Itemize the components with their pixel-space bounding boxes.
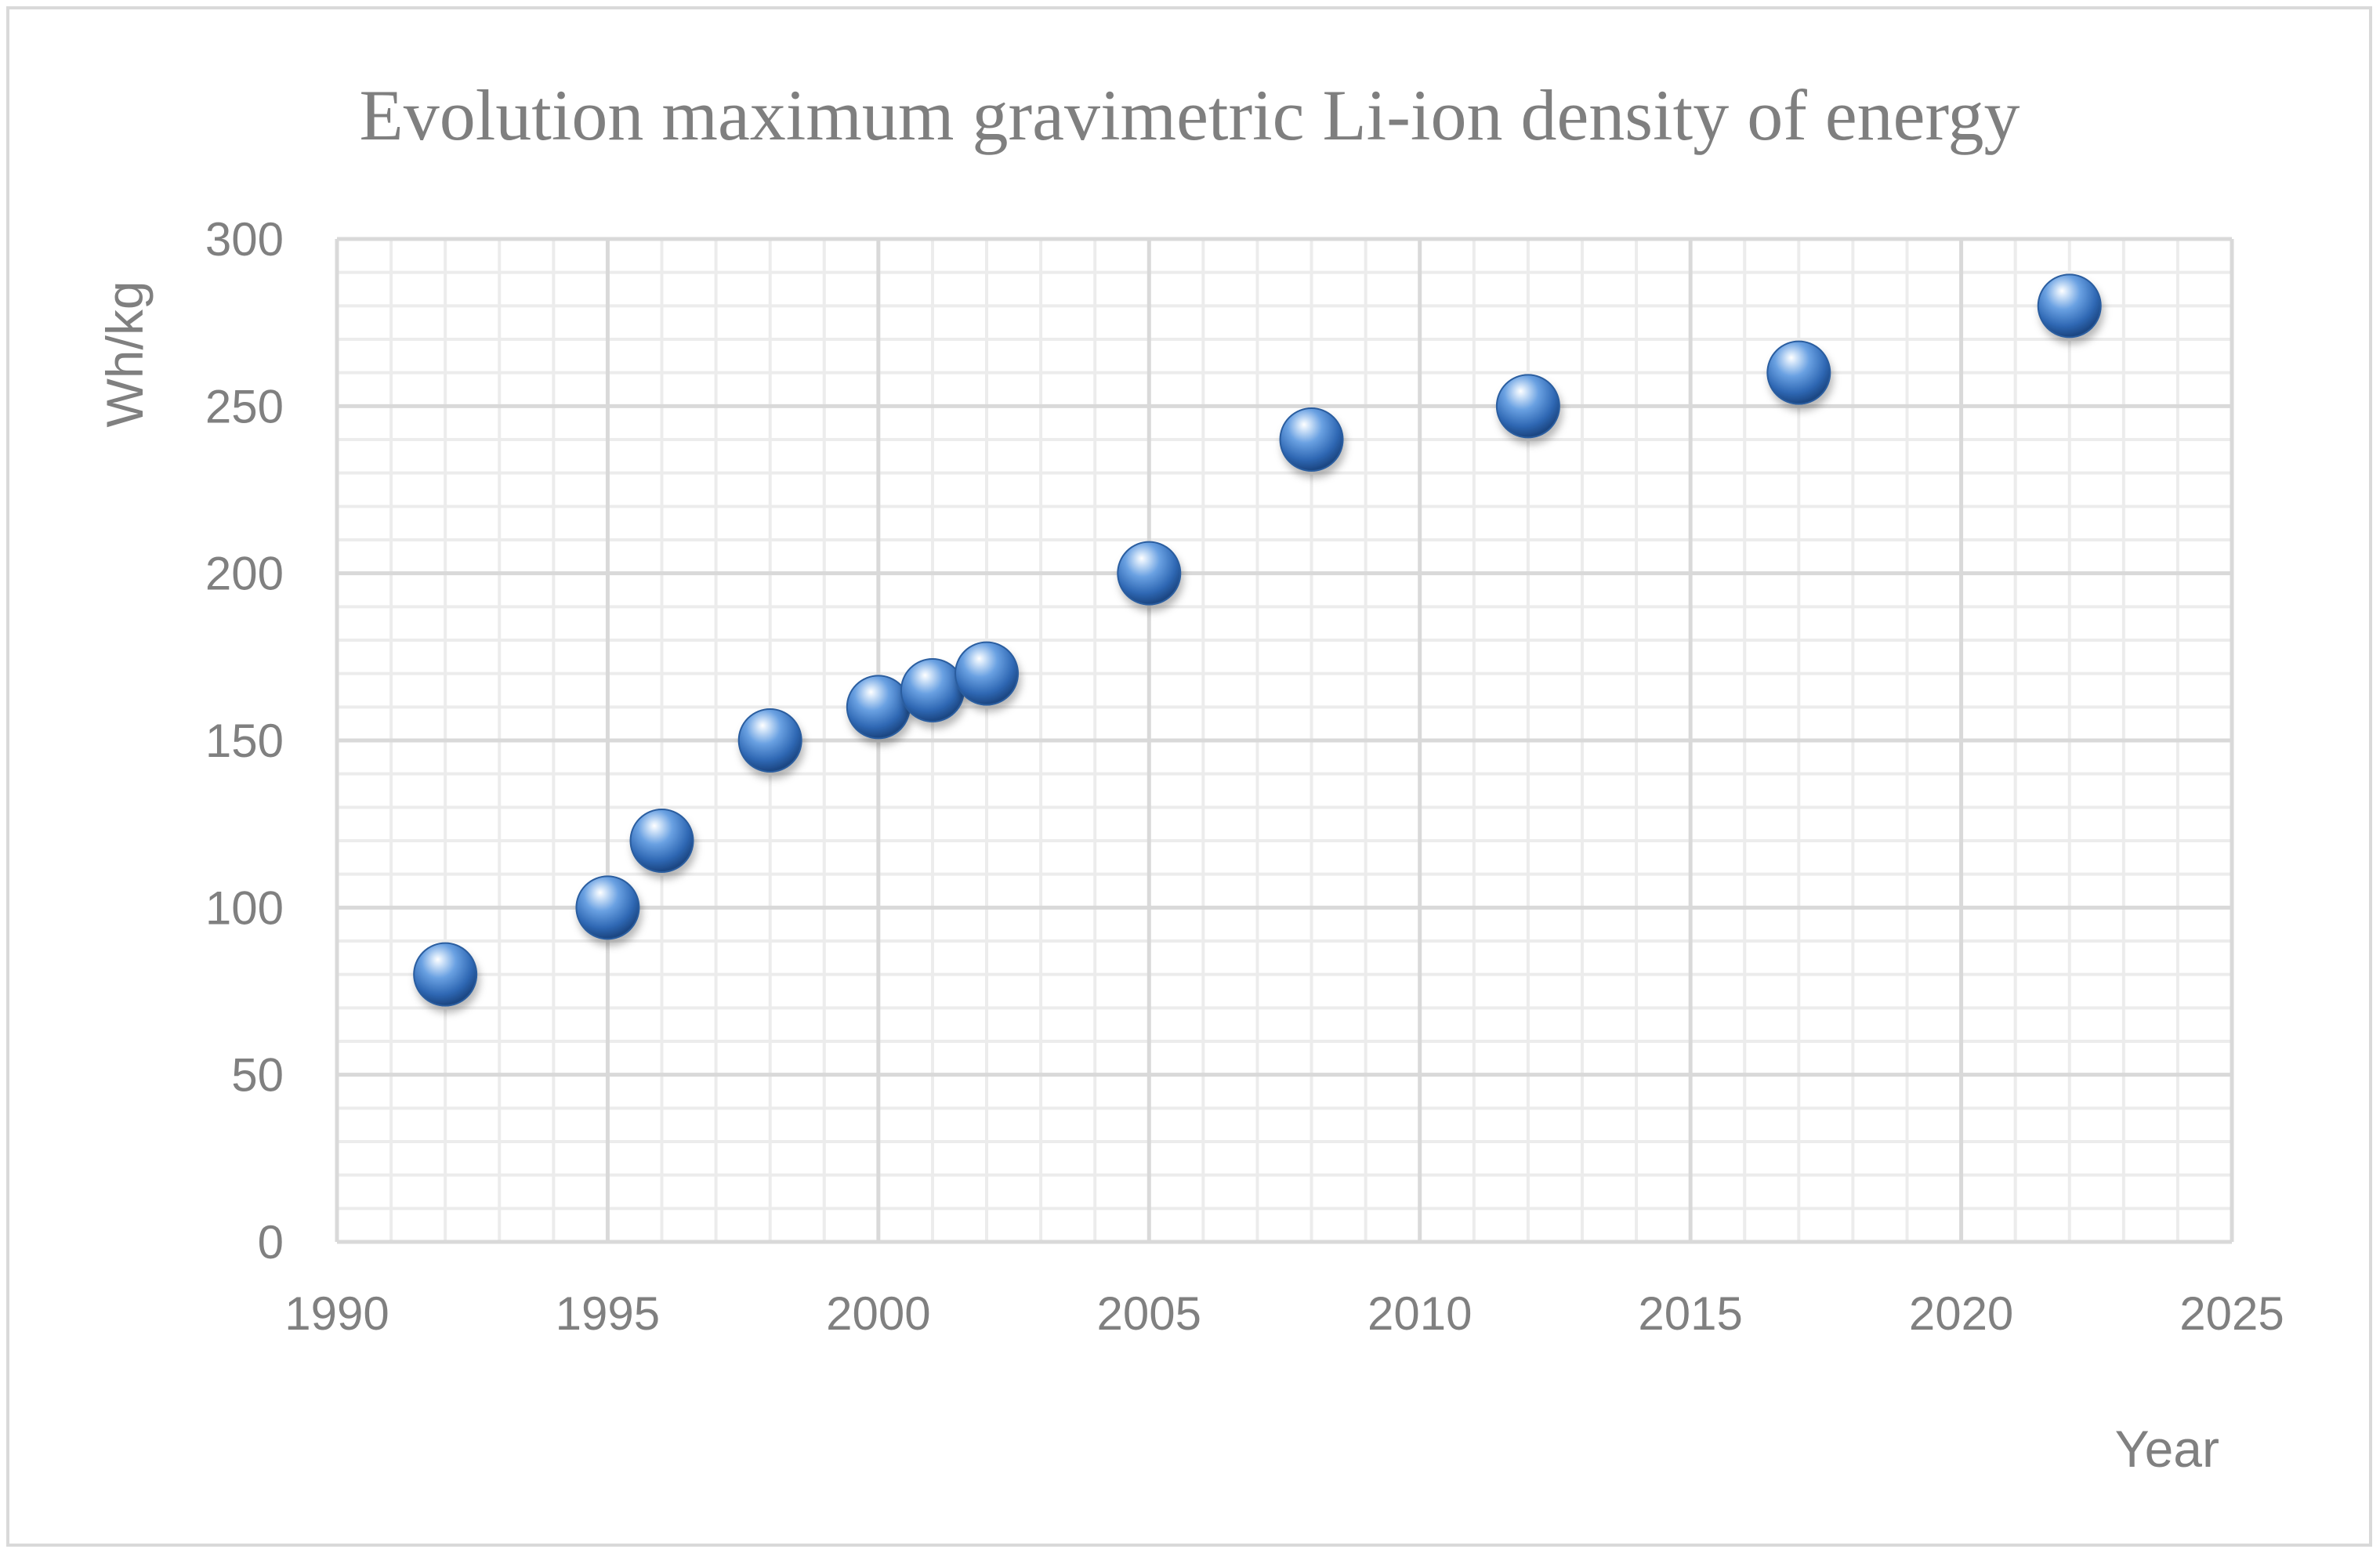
y-tick-label: 200	[205, 548, 284, 600]
data-point	[846, 675, 911, 740]
x-tick-label: 2010	[1368, 1287, 1472, 1340]
y-tick-label: 250	[205, 380, 284, 433]
major-grid	[337, 237, 2234, 1242]
y-tick-label: 0	[258, 1216, 284, 1269]
y-axis-title: Wh/kg	[96, 281, 154, 427]
data-point	[955, 641, 1020, 706]
data-point	[413, 942, 478, 1007]
data-point	[900, 658, 965, 722]
chart-title: Evolution maximum gravimetric Li-ion den…	[360, 75, 2020, 155]
x-tick-label: 2005	[1097, 1287, 1201, 1340]
x-tick-label: 1995	[556, 1287, 660, 1340]
data-point	[1279, 407, 1344, 472]
chart-border	[6, 6, 2372, 1547]
x-tick-label: 2000	[826, 1287, 930, 1340]
axes	[335, 239, 2232, 1244]
data-point	[2037, 273, 2102, 338]
x-tick-label: 2020	[1909, 1287, 2013, 1340]
y-tick-label: 50	[231, 1049, 284, 1102]
data-point	[575, 875, 640, 940]
data-point	[737, 708, 802, 773]
data-point	[1766, 340, 1831, 405]
x-tick-label: 2025	[2179, 1287, 2284, 1340]
data-point	[1495, 374, 1560, 439]
y-tick-label: 300	[205, 213, 284, 266]
data-point	[629, 809, 694, 873]
y-tick-labels: 0 50 100 150 200 250 300	[205, 213, 284, 1269]
y-tick-label: 100	[205, 881, 284, 934]
x-tick-label: 1990	[284, 1287, 389, 1340]
data-points	[413, 273, 2102, 1007]
x-tick-label: 2015	[1638, 1287, 1742, 1340]
y-tick-label: 150	[205, 715, 284, 767]
data-point	[1117, 541, 1182, 606]
x-tick-labels: 1990 1995 2000 2005 2010 2015 2020 2025	[284, 1287, 2284, 1340]
x-axis-title: Year	[2115, 1420, 2219, 1478]
